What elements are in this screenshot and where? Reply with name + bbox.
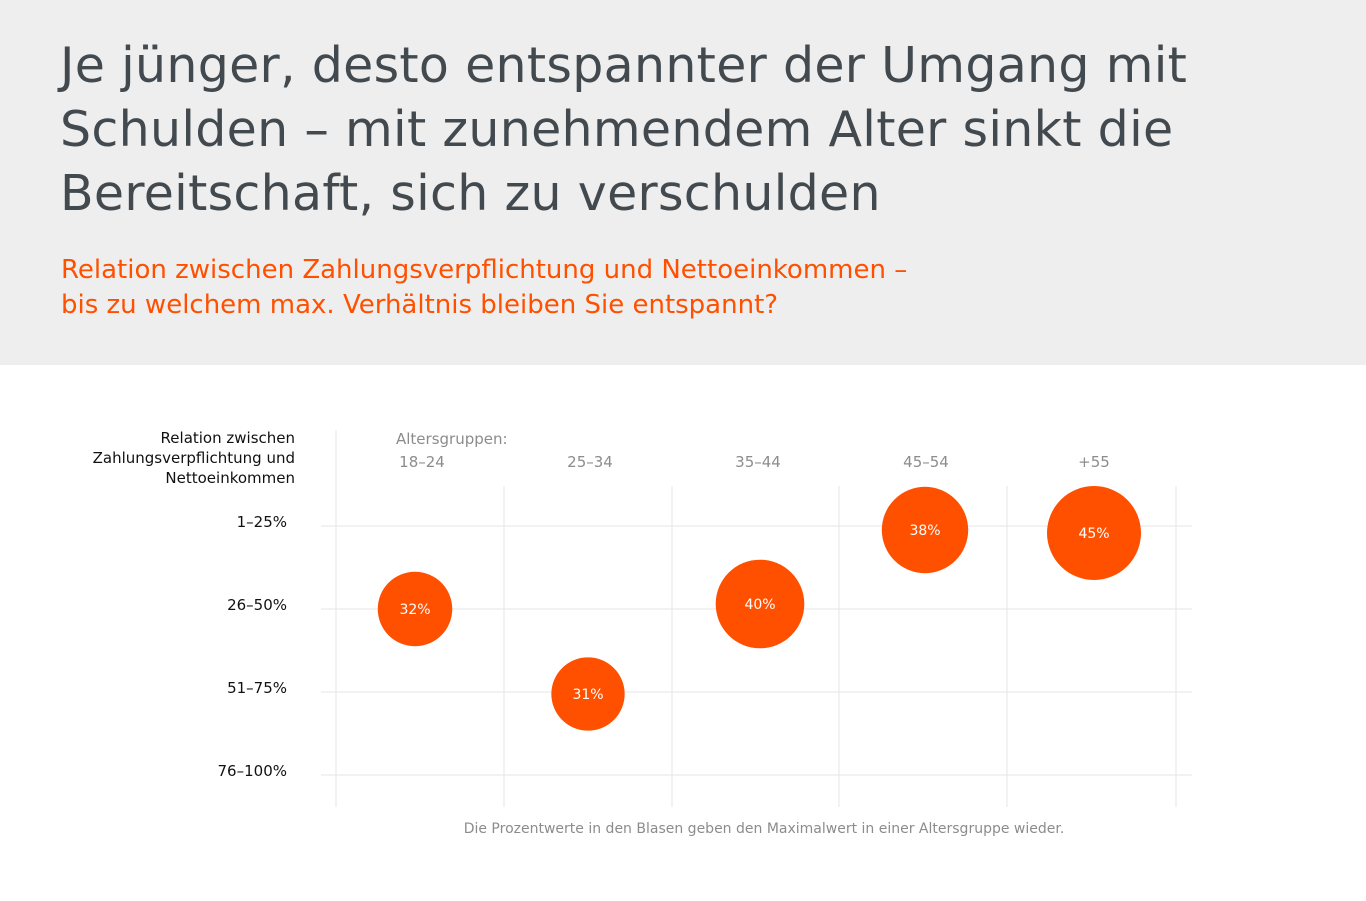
y-tick-label: 51–75% [227,679,287,697]
subtitle-line-1: Relation zwischen Zahlungsverpflichtung … [61,255,908,285]
bubble-label: 31% [572,687,603,703]
bubble-label: 40% [744,597,775,613]
header-panel: Je jünger, desto entspannter der Umgang … [0,0,1366,365]
bubble [881,486,969,574]
bubble-label: 38% [909,523,940,539]
page-title: Je jünger, desto entspannter der Umgang … [60,37,1188,222]
y-tick-label: 26–50% [227,596,287,614]
bubble-label: 45% [1078,526,1109,542]
bubble [1047,486,1141,580]
y-axis-title: Relation zwischen Zahlungsverpflichtung … [92,429,295,487]
x-tick-label: +55 [1078,453,1110,471]
x-axis-title: Altersgruppen: [396,430,508,448]
bubble [551,657,625,731]
chart-footnote: Die Prozentwerte in den Blasen geben den… [463,821,1065,837]
bubble [715,559,805,649]
y-tick-label: 76–100% [218,762,287,780]
subtitle-line-2: bis zu welchem max. Verhältnis bleiben S… [61,290,779,320]
x-tick-label: 18–24 [399,453,445,471]
y-tick-label: 1–25% [237,513,287,531]
bubble-label: 32% [399,602,430,618]
x-tick-label: 45–54 [903,453,949,471]
page-subtitle: Relation zwischen Zahlungsverpflichtung … [61,253,1161,323]
bubble [377,571,453,647]
x-tick-label: 35–44 [735,453,781,471]
x-tick-label: 25–34 [567,453,613,471]
